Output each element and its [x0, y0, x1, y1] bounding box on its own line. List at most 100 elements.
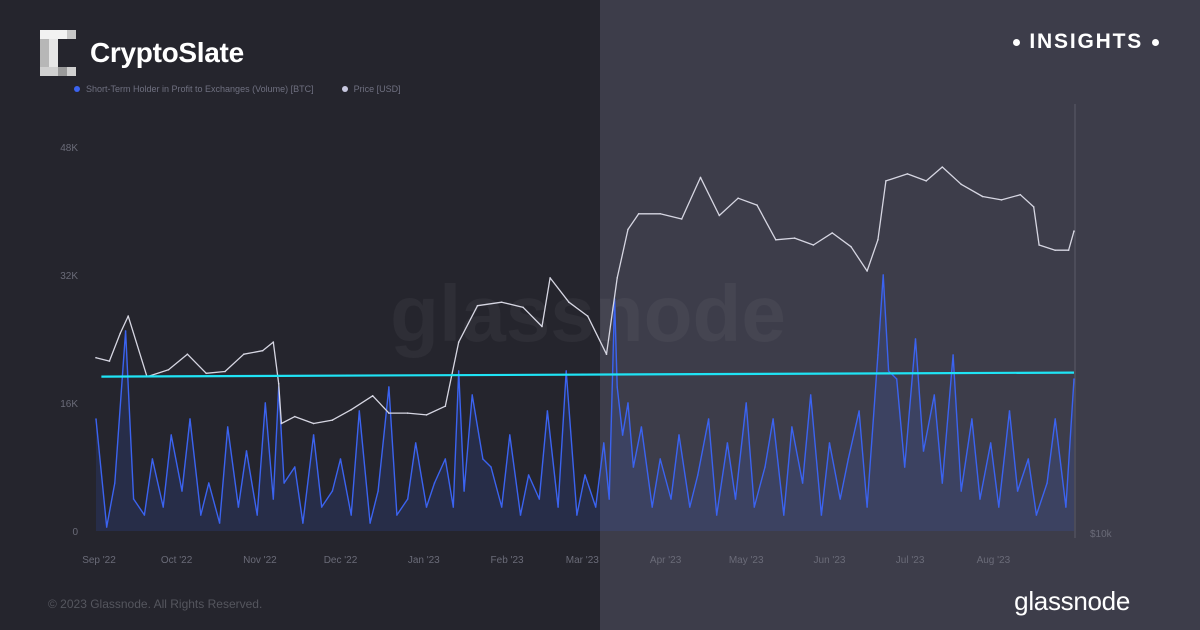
price-point	[371, 395, 374, 397]
volume-point	[114, 482, 116, 484]
volume-point	[369, 522, 371, 524]
copyright: © 2023 Glassnode. All Rights Reserved.	[48, 597, 263, 611]
dot-icon	[1152, 38, 1159, 46]
volume-point	[218, 522, 221, 524]
glassnode-logo[interactable]: glassnode	[1014, 586, 1130, 616]
price-point	[272, 341, 275, 343]
volume-point	[858, 410, 860, 412]
volume-point	[181, 490, 183, 492]
x-tick-label: Jun '23	[814, 555, 846, 566]
volume-point	[839, 498, 841, 500]
volume-point	[678, 434, 680, 436]
volume-point	[801, 482, 804, 484]
insights-badge: INSIGHTS	[1004, 30, 1168, 54]
volume-point	[452, 506, 455, 508]
volume-point	[471, 394, 474, 396]
x-tick-label: Jan '23	[408, 555, 440, 566]
volume-point	[877, 354, 879, 356]
volume-point	[726, 442, 729, 444]
price-point	[1038, 244, 1040, 246]
volume-point	[887, 370, 890, 372]
watermark: glassnode	[390, 269, 786, 358]
price-point	[444, 405, 447, 408]
volume-legend-marker	[74, 86, 80, 92]
x-tick-label: Feb '23	[491, 555, 524, 566]
price-point	[119, 332, 121, 335]
price-point	[294, 415, 296, 418]
volume-point	[406, 498, 409, 500]
brand[interactable]: CryptoSlate	[40, 30, 244, 76]
price-point	[680, 218, 683, 220]
price-point	[605, 353, 608, 356]
volume-point	[283, 482, 285, 484]
volume-point	[509, 434, 511, 436]
price-point	[549, 277, 551, 279]
y-tick-label: 0	[72, 527, 78, 538]
x-tick-label: Nov '22	[243, 555, 277, 566]
volume-point	[1016, 490, 1019, 492]
price-point	[850, 245, 852, 248]
volume-point	[809, 394, 812, 396]
volume-point	[689, 506, 691, 508]
volume-point	[603, 442, 605, 444]
y-tick-label: 48K	[60, 143, 78, 154]
x-tick-label: Mar '23	[566, 555, 599, 566]
volume-point	[320, 506, 323, 508]
volume-point	[627, 402, 629, 404]
price-point	[586, 315, 589, 317]
x-tick-label: May '23	[729, 555, 764, 566]
x-tick-label: Dec '22	[324, 555, 358, 566]
volume-point	[576, 514, 578, 516]
volume-point	[433, 482, 436, 484]
volume-point	[608, 498, 610, 500]
dot-icon	[1013, 38, 1021, 46]
volume-point	[659, 458, 661, 460]
volume-point	[339, 458, 342, 460]
price-point	[243, 353, 245, 356]
price-point	[167, 369, 170, 371]
price-point	[127, 315, 129, 317]
price-legend-marker	[341, 86, 348, 92]
price-point	[756, 204, 758, 206]
volume-point	[245, 450, 248, 452]
price-point	[205, 372, 207, 375]
volume-point	[989, 442, 992, 444]
volume-point	[1073, 378, 1075, 380]
price-point	[885, 180, 887, 182]
volume-point	[783, 514, 785, 516]
price-point	[637, 213, 640, 215]
volume-point	[457, 370, 460, 372]
volume-point	[1054, 418, 1056, 420]
volume-point	[715, 514, 718, 516]
price-point	[906, 173, 909, 175]
volume-point	[847, 458, 850, 460]
volume-point	[594, 506, 597, 508]
volume-point	[425, 506, 428, 508]
y-tick-label: 16K	[60, 399, 78, 410]
price-point	[388, 412, 390, 414]
volume-point	[151, 458, 154, 460]
price-point	[350, 408, 353, 411]
price-point	[280, 422, 283, 425]
volume-point	[933, 394, 936, 396]
volume-point	[952, 354, 954, 356]
volume-point	[519, 514, 522, 516]
price-point	[659, 213, 661, 215]
y-right-tick-label: $10k	[1090, 529, 1113, 540]
price-point	[877, 239, 879, 241]
x-tick-label: Jul '23	[896, 555, 925, 566]
volume-point	[820, 514, 823, 516]
volume-point	[745, 402, 747, 404]
price-point	[476, 304, 479, 307]
x-tick-label: Aug '23	[977, 555, 1011, 566]
volume-point	[294, 466, 296, 468]
price-point	[941, 166, 944, 168]
volume-point	[208, 482, 210, 484]
cryptoslate-logo-icon	[40, 30, 76, 76]
price-point	[1019, 193, 1022, 196]
volume-point	[914, 338, 917, 340]
price-point	[108, 360, 111, 362]
price-point	[1054, 249, 1056, 251]
price-point	[718, 214, 721, 217]
